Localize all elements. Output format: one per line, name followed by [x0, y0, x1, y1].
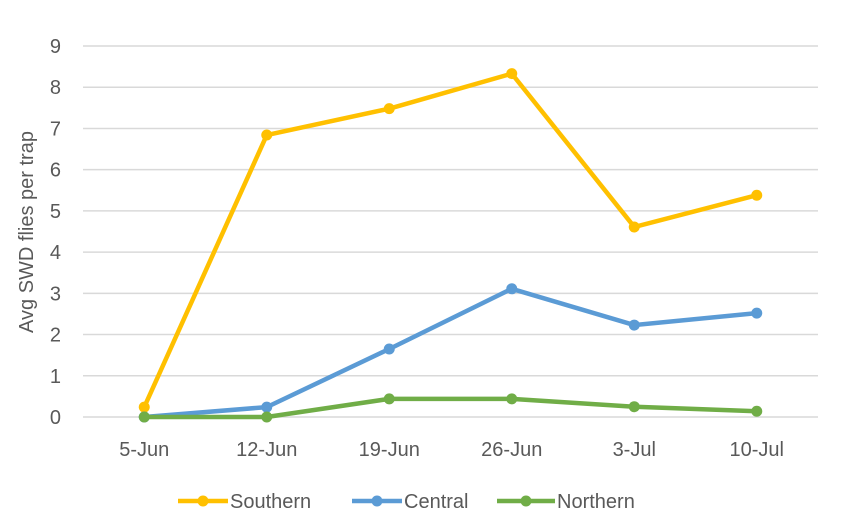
- series-line: [142, 286, 759, 420]
- data-point-marker: [751, 189, 763, 201]
- data-point-marker: [138, 411, 150, 423]
- data-point-marker: [506, 68, 518, 80]
- y-axis-title: Avg SWD flies per trap: [16, 131, 38, 333]
- series-lines: [138, 68, 763, 423]
- legend-label: Northern: [557, 491, 635, 513]
- y-tick-label: 4: [50, 242, 61, 264]
- data-point-marker: [383, 103, 395, 115]
- x-tick-label: 10-Jul: [730, 439, 784, 461]
- y-axis-tick-labels: 0 1 2 3 4 5 6 7 8 9: [50, 36, 61, 429]
- series-southern: [138, 68, 763, 413]
- data-point-marker: [383, 343, 395, 355]
- data-point-marker: [506, 393, 518, 405]
- legend-marker-icon: [197, 495, 209, 507]
- y-tick-label: 3: [50, 283, 61, 305]
- gridlines: [83, 45, 818, 418]
- data-point-marker: [628, 401, 640, 413]
- data-point-marker: [506, 283, 518, 295]
- x-tick-label: 3-Jul: [613, 439, 656, 461]
- series-northern: [138, 393, 763, 423]
- x-tick-label: 5-Jun: [119, 439, 169, 461]
- data-point-marker: [383, 393, 395, 405]
- data-point-marker: [751, 405, 763, 417]
- legend: Southern Central Northern: [178, 491, 635, 513]
- series-line: [142, 71, 759, 410]
- y-tick-label: 9: [50, 36, 61, 58]
- data-point-marker: [261, 411, 273, 423]
- data-point-marker: [261, 401, 273, 413]
- x-tick-label: 26-Jun: [481, 439, 542, 461]
- legend-label: Central: [404, 491, 468, 513]
- legend-label: Southern: [230, 491, 311, 513]
- legend-marker-icon: [371, 495, 383, 507]
- legend-item-central: Central: [352, 491, 468, 513]
- y-tick-label: 7: [50, 118, 61, 140]
- data-point-marker: [628, 319, 640, 331]
- x-axis-tick-labels: 5-Jun 12-Jun 19-Jun 26-Jun 3-Jul 10-Jul: [119, 439, 784, 461]
- x-tick-label: 19-Jun: [359, 439, 420, 461]
- data-point-marker: [138, 401, 150, 413]
- series-line: [142, 396, 759, 420]
- legend-item-northern: Northern: [497, 491, 635, 513]
- y-tick-label: 0: [50, 407, 61, 429]
- legend-item-southern: Southern: [178, 491, 311, 513]
- series-central: [138, 283, 763, 423]
- x-tick-label: 12-Jun: [236, 439, 297, 461]
- legend-marker-icon: [520, 495, 532, 507]
- y-tick-label: 1: [50, 366, 61, 388]
- y-tick-label: 5: [50, 201, 61, 223]
- y-tick-label: 2: [50, 325, 61, 347]
- data-point-marker: [751, 307, 763, 319]
- data-point-marker: [628, 221, 640, 233]
- y-tick-label: 6: [50, 160, 61, 182]
- data-point-marker: [261, 129, 273, 141]
- y-tick-label: 8: [50, 77, 61, 99]
